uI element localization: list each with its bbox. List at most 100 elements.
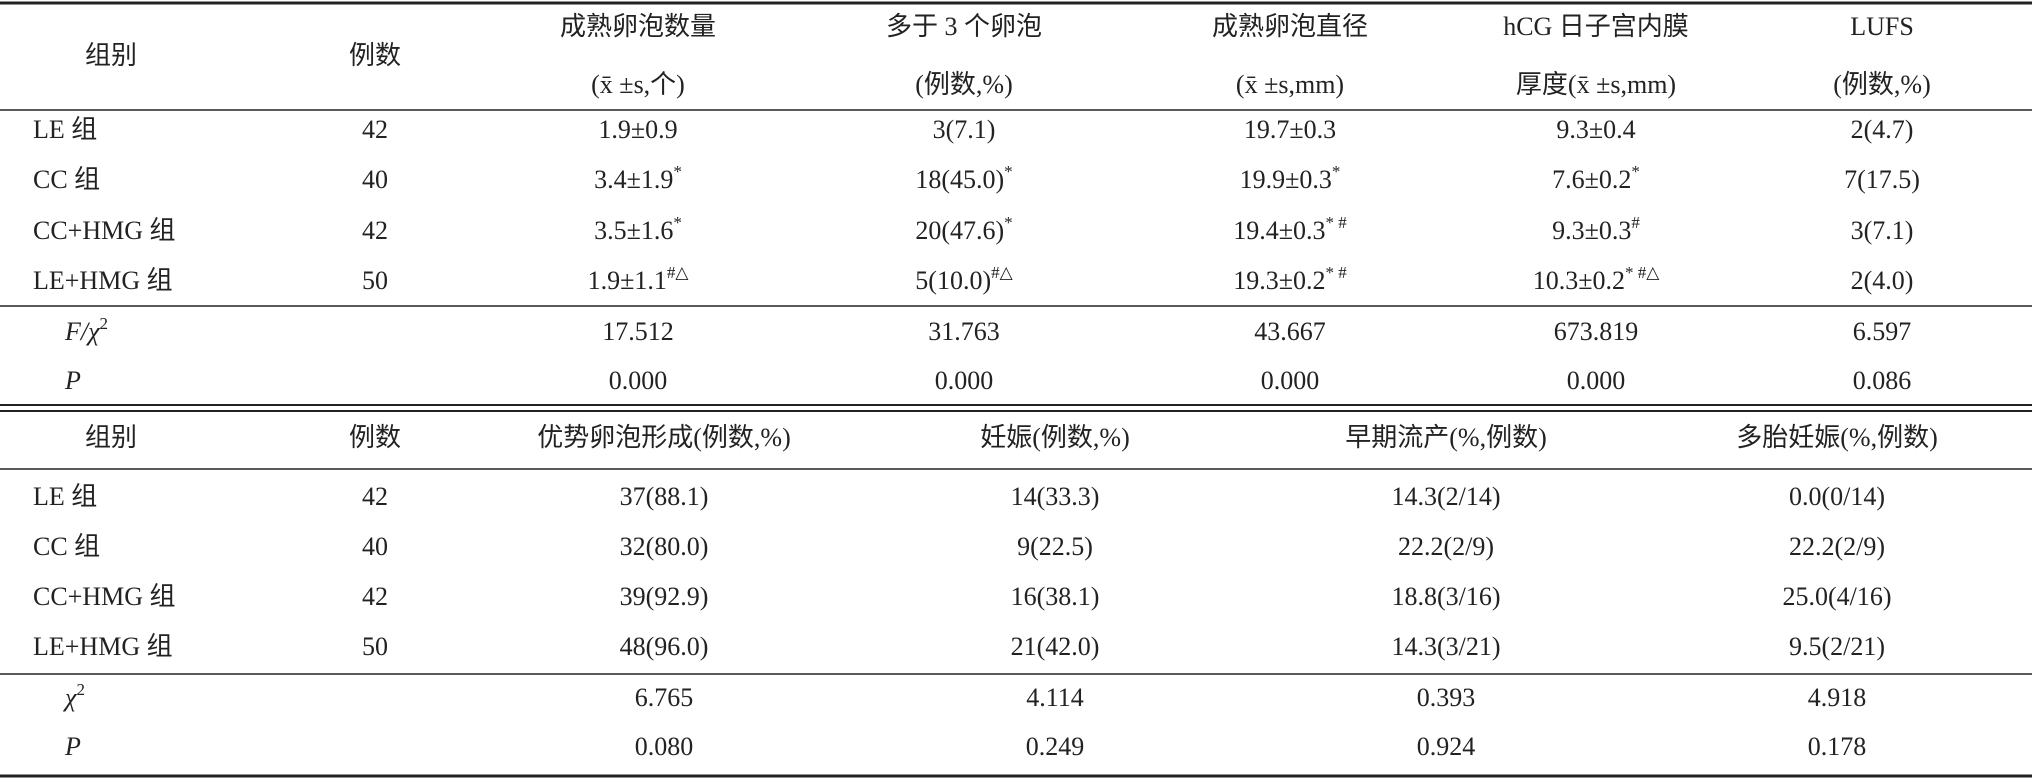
cell: 6.765 <box>635 683 694 712</box>
cell-text: 7.6±0.2 <box>1552 165 1631 194</box>
cell-text: 3.4±1.9 <box>594 165 673 194</box>
cell-text: 5(10.0) <box>915 266 991 295</box>
column-header: 成熟卵泡数量 <box>560 12 716 41</box>
cell-sup: * <box>1631 162 1640 181</box>
cell: 0.393 <box>1417 683 1476 712</box>
cell: 3.5±1.6* <box>594 213 682 245</box>
stat-label-text: P <box>64 732 81 761</box>
cell: 32(80.0) <box>620 532 709 561</box>
stat-label: P <box>64 366 81 395</box>
column-header: 例数 <box>349 423 401 452</box>
cell: 0.249 <box>1026 732 1085 761</box>
cell: 3(7.1) <box>933 115 996 144</box>
cell: 4.918 <box>1808 683 1867 712</box>
cell: 18.8(3/16) <box>1391 582 1500 611</box>
cell: 22.2(2/9) <box>1398 532 1494 561</box>
column-header: 组别 <box>85 41 137 70</box>
cell: 0.178 <box>1808 732 1867 761</box>
cell: 25.0(4/16) <box>1782 582 1891 611</box>
column-header: (例数,%) <box>1833 70 1930 99</box>
cell: 48(96.0) <box>620 632 709 661</box>
column-header: 厚度(x̄ ±s,mm) <box>1516 70 1676 99</box>
row-label: CC 组 <box>33 532 100 561</box>
cell: 9.5(2/21) <box>1789 632 1885 661</box>
cell-text: 2(4.0) <box>1851 266 1914 295</box>
column-header: (x̄ ±s,mm) <box>1236 70 1344 99</box>
cell: 3.4±1.9* <box>594 162 682 194</box>
cell: 0.000 <box>609 366 668 395</box>
cell-sup: #△ <box>667 263 690 282</box>
cell: 0.086 <box>1853 366 1912 395</box>
cell-text: 19.7±0.3 <box>1244 115 1336 144</box>
cell: 9.3±0.4 <box>1556 115 1635 144</box>
cell: 40 <box>362 165 388 194</box>
cell: 20(47.6)* <box>915 213 1012 245</box>
cell: 14.3(2/14) <box>1391 482 1500 511</box>
column-header: 组别 <box>85 423 137 452</box>
cell: 14.3(3/21) <box>1391 632 1500 661</box>
column-header: 多于 3 个卵泡 <box>886 12 1042 41</box>
cell-sup: * <box>1004 162 1013 181</box>
column-header: 早期流产(%,例数) <box>1345 423 1546 452</box>
cell-text: 2(4.7) <box>1851 115 1914 144</box>
cell-text: 9.3±0.3 <box>1552 216 1631 245</box>
cell: 43.667 <box>1254 317 1326 346</box>
stat-label: F/χ2 <box>64 314 108 346</box>
cell: 50 <box>362 266 388 295</box>
cell: 31.763 <box>928 317 1000 346</box>
cell: 1.9±0.9 <box>598 115 677 144</box>
cell-text: 19.9±0.3 <box>1240 165 1332 194</box>
cell-text: 7(17.5) <box>1844 165 1920 194</box>
cell: 21(42.0) <box>1011 632 1100 661</box>
cell-sup: * #△ <box>1625 263 1660 282</box>
stat-label: P <box>64 732 81 761</box>
stat-label-sup: 2 <box>100 314 109 333</box>
cell: 7.6±0.2* <box>1552 162 1640 194</box>
stat-label-text: F/χ <box>64 317 100 346</box>
cell-sup: * # <box>1326 263 1348 282</box>
cell: 42 <box>362 216 388 245</box>
stat-label: χ2 <box>62 680 85 712</box>
cell: 16(38.1) <box>1011 582 1100 611</box>
cell: 10.3±0.2* #△ <box>1533 263 1661 295</box>
cell: 2(4.7) <box>1851 115 1914 144</box>
cell-text: 20(47.6) <box>915 216 1004 245</box>
cell-text: 1.9±0.9 <box>598 115 677 144</box>
cell: 50 <box>362 632 388 661</box>
cell-text: 3(7.1) <box>1851 216 1914 245</box>
column-header: (例数,%) <box>915 70 1012 99</box>
cell: 18(45.0)* <box>915 162 1012 194</box>
cell: 9.3±0.3# <box>1552 213 1640 245</box>
column-header: 妊娠(例数,%) <box>980 423 1129 452</box>
cell-text: 9.3±0.4 <box>1556 115 1635 144</box>
cell-text: 3.5±1.6 <box>594 216 673 245</box>
cell: 22.2(2/9) <box>1789 532 1885 561</box>
column-header: 多胎妊娠(%,例数) <box>1736 423 1937 452</box>
cell: 14(33.3) <box>1011 482 1100 511</box>
column-header: 优势卵泡形成(例数,%) <box>537 423 790 452</box>
cell: 6.597 <box>1853 317 1912 346</box>
cell: 19.9±0.3* <box>1240 162 1341 194</box>
row-label: LE 组 <box>33 482 97 511</box>
cell-sup: * <box>1332 162 1341 181</box>
row-label: CC+HMG 组 <box>33 582 176 611</box>
cell: 39(92.9) <box>620 582 709 611</box>
cell: 9(22.5) <box>1017 532 1093 561</box>
cell: 37(88.1) <box>620 482 709 511</box>
column-header: hCG 日子宫内膜 <box>1503 12 1689 41</box>
cell: 3(7.1) <box>1851 216 1914 245</box>
cell-text: 3(7.1) <box>933 115 996 144</box>
row-label: CC 组 <box>33 165 100 194</box>
cell-text: 1.9±1.1 <box>588 266 667 295</box>
cell: 673.819 <box>1554 317 1639 346</box>
stat-label-sup: 2 <box>76 680 85 699</box>
cell: 5(10.0)#△ <box>915 263 1013 295</box>
cell: 0.000 <box>1261 366 1320 395</box>
cell: 2(4.0) <box>1851 266 1914 295</box>
cell: 19.7±0.3 <box>1244 115 1336 144</box>
column-header: LUFS <box>1850 12 1914 41</box>
cell-text: 18(45.0) <box>915 165 1004 194</box>
cell: 19.4±0.3* # <box>1233 213 1347 245</box>
cell: 0.000 <box>1567 366 1626 395</box>
